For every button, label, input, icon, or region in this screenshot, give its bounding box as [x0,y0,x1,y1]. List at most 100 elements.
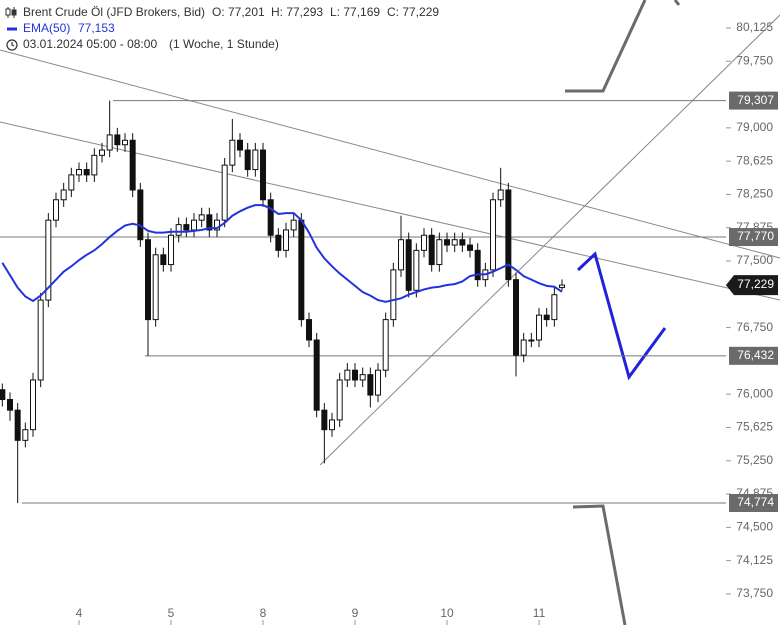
x-tick-label: 11 [533,606,546,620]
candle-body [106,134,113,151]
candle-body [160,254,167,266]
x-tick-label: 9 [352,606,359,620]
candle-body [0,389,6,401]
candle-body [114,134,121,146]
candle-body [6,399,13,411]
candle-body [152,254,159,321]
ohlc-label: O: 77,201 [212,5,265,19]
candle-body [451,239,458,246]
y-tick-label: 77,500 [736,253,773,267]
candle-body [76,169,82,176]
candle-body [29,379,36,431]
candle-body [413,249,420,291]
candle-body [137,189,144,241]
candle-body [497,189,504,201]
level-label: 79,307 [737,93,774,107]
candle-body [428,234,435,266]
candle-body [183,224,190,231]
candle-body [37,299,44,381]
y-tick-label: 75,625 [736,420,773,434]
candle-body [260,149,267,201]
last-price-label: 77,229 [737,277,774,291]
candle-body [91,154,98,176]
candle-body [421,234,428,251]
trend-line [0,49,780,259]
ohlc-label: H: 77,293 [271,5,323,19]
candle-body [459,239,466,246]
candle-body [14,409,21,441]
candle-body [528,339,535,342]
candle-body [129,139,136,191]
y-tick-label: 78,250 [736,187,773,201]
period: 03.01.2024 05:00 - 08:00 [23,37,157,51]
title: Brent Crude Öl (JFD Brokers, Bid) [23,5,205,19]
candle-body [52,199,59,221]
candle-body [321,409,328,431]
candle-body [306,319,313,341]
x-tick-label: 10 [440,606,454,620]
y-tick-label: 74,500 [736,520,773,534]
y-tick-label: 76,750 [736,320,773,334]
candle-body [221,164,228,221]
candle-body [398,239,405,271]
candle-body [367,374,374,396]
candle-body [505,189,512,281]
y-tick-label: 79,750 [736,53,773,67]
candle-body [329,419,336,431]
candle-body [467,244,474,251]
y-tick-label: 78,625 [736,153,773,167]
level-label: 77,770 [737,229,774,243]
level-label: 76,432 [737,348,774,362]
ema-line [1,204,563,303]
ohlc-label: C: 77,229 [387,5,439,19]
legend-label: EMA(50) [23,21,70,35]
candle-body [168,234,175,266]
x-tick-label: 8 [260,606,267,620]
candle-body [83,169,90,176]
candle-body [543,314,550,321]
candle-body [244,149,251,171]
candle-body [175,224,182,236]
candle-body [252,149,259,171]
candle-body [405,239,412,291]
candle-body [99,149,106,156]
candle-body [559,284,566,289]
candle-icon [5,7,17,18]
candle-body [359,374,366,381]
level-box [729,228,778,247]
y-tick-label: 74,125 [736,553,773,567]
candle-body [45,219,52,301]
level-box [729,346,778,365]
candle-body [313,339,320,411]
candle-body [336,379,343,421]
x-tick-label: 4 [76,606,83,620]
plot: 73,75074,12574,50074,87575,25075,62576,0… [0,20,778,625]
forecast-path [576,251,667,381]
interval: (1 Woche, 1 Stunde) [169,37,279,51]
candle-body [344,369,351,381]
candle-body [275,234,282,251]
level-box [729,91,778,110]
candle-body [551,294,558,321]
candle-body [290,219,297,231]
ohlc-label: L: 77,169 [330,5,380,19]
candle-body [214,219,221,231]
candle-body [375,369,382,396]
last-price-box [726,275,778,296]
candle-body [520,339,527,356]
candle-body [191,219,198,231]
candle-body [352,369,359,381]
candle-body [68,174,75,191]
candle-body [122,139,129,146]
candle-body [237,139,244,151]
candle-body [390,269,397,321]
candle-body [145,239,152,321]
candle-body [490,199,497,271]
candle-body [536,314,543,341]
candle-body [198,214,205,221]
candle-body [267,199,274,236]
candle-body [283,229,290,251]
y-tick-label: 75,250 [736,453,773,467]
